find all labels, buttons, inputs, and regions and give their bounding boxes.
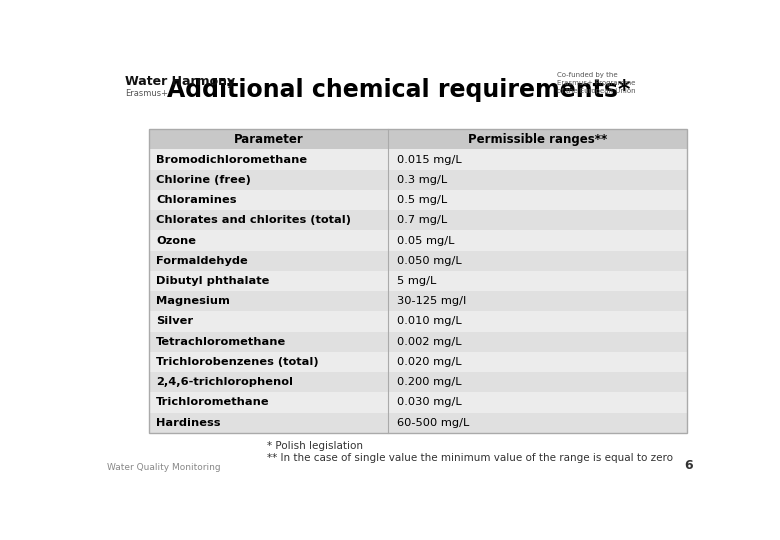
Text: Magnesium: Magnesium [156,296,230,306]
Text: Trichloromethane: Trichloromethane [156,397,270,407]
Bar [388,291,687,312]
Text: Erasmus+: Erasmus+ [125,89,168,98]
Text: Additional chemical requirements*: Additional chemical requirements* [167,78,630,102]
Text: Co-funded by the
Erasmus+ Programme
of the European Union: Co-funded by the Erasmus+ Programme of t… [557,72,636,94]
Bar [149,393,388,413]
Text: 30-125 mg/l: 30-125 mg/l [397,296,466,306]
Text: Parameter: Parameter [234,133,303,146]
Text: Permissible ranges**: Permissible ranges** [468,133,607,146]
Bar [388,271,687,291]
Bar [388,352,687,372]
Bar [149,312,388,332]
Text: 2,4,6-trichlorophenol: 2,4,6-trichlorophenol [156,377,293,387]
Bar [388,372,687,393]
Text: 5 mg/L: 5 mg/L [397,276,437,286]
Bar [149,210,388,231]
Text: Water Harmony: Water Harmony [125,75,235,88]
Bar [149,251,388,271]
Text: Ozone: Ozone [156,235,196,246]
Text: Bromodichloromethane: Bromodichloromethane [156,154,307,165]
Bar [388,129,687,150]
Bar [149,413,388,433]
Text: 0.020 mg/L: 0.020 mg/L [397,357,462,367]
Text: 60-500 mg/L: 60-500 mg/L [397,417,470,428]
Bar [388,413,687,433]
Text: Chlorates and chlorites (total): Chlorates and chlorites (total) [156,215,351,225]
Text: Tetrachloromethane: Tetrachloromethane [156,337,286,347]
Text: 6: 6 [684,460,693,472]
Bar [149,190,388,210]
Text: Water Quality Monitoring: Water Quality Monitoring [107,463,220,472]
Text: 0.030 mg/L: 0.030 mg/L [397,397,462,407]
Text: 0.7 mg/L: 0.7 mg/L [397,215,448,225]
Text: 0.002 mg/L: 0.002 mg/L [397,337,462,347]
Text: 0.050 mg/L: 0.050 mg/L [397,256,462,266]
Bar [149,129,388,150]
Text: Silver: Silver [156,316,193,327]
Text: * Polish legislation: * Polish legislation [267,441,363,451]
Bar [149,150,388,170]
Text: Chlorine (free): Chlorine (free) [156,175,251,185]
Text: 0.5 mg/L: 0.5 mg/L [397,195,448,205]
Text: Trichlorobenzenes (total): Trichlorobenzenes (total) [156,357,319,367]
Bar [388,210,687,231]
Text: 0.200 mg/L: 0.200 mg/L [397,377,462,387]
Text: 0.010 mg/L: 0.010 mg/L [397,316,462,327]
Bar [149,372,388,393]
Text: 0.05 mg/L: 0.05 mg/L [397,235,455,246]
Text: Dibutyl phthalate: Dibutyl phthalate [156,276,270,286]
Bar [388,150,687,170]
Bar [149,231,388,251]
Text: Hardiness: Hardiness [156,417,221,428]
Bar [388,393,687,413]
Bar [149,291,388,312]
Bar [388,170,687,190]
Bar [149,271,388,291]
Bar [388,190,687,210]
Bar [149,170,388,190]
Bar [388,312,687,332]
Text: ** In the case of single value the minimum value of the range is equal to zero: ** In the case of single value the minim… [267,453,673,463]
Bar [388,332,687,352]
Text: 0.015 mg/L: 0.015 mg/L [397,154,462,165]
Text: Chloramines: Chloramines [156,195,236,205]
Text: 0.3 mg/L: 0.3 mg/L [397,175,448,185]
Text: Formaldehyde: Formaldehyde [156,256,248,266]
Bar [149,332,388,352]
Bar [388,251,687,271]
Bar [388,231,687,251]
Bar [149,352,388,372]
